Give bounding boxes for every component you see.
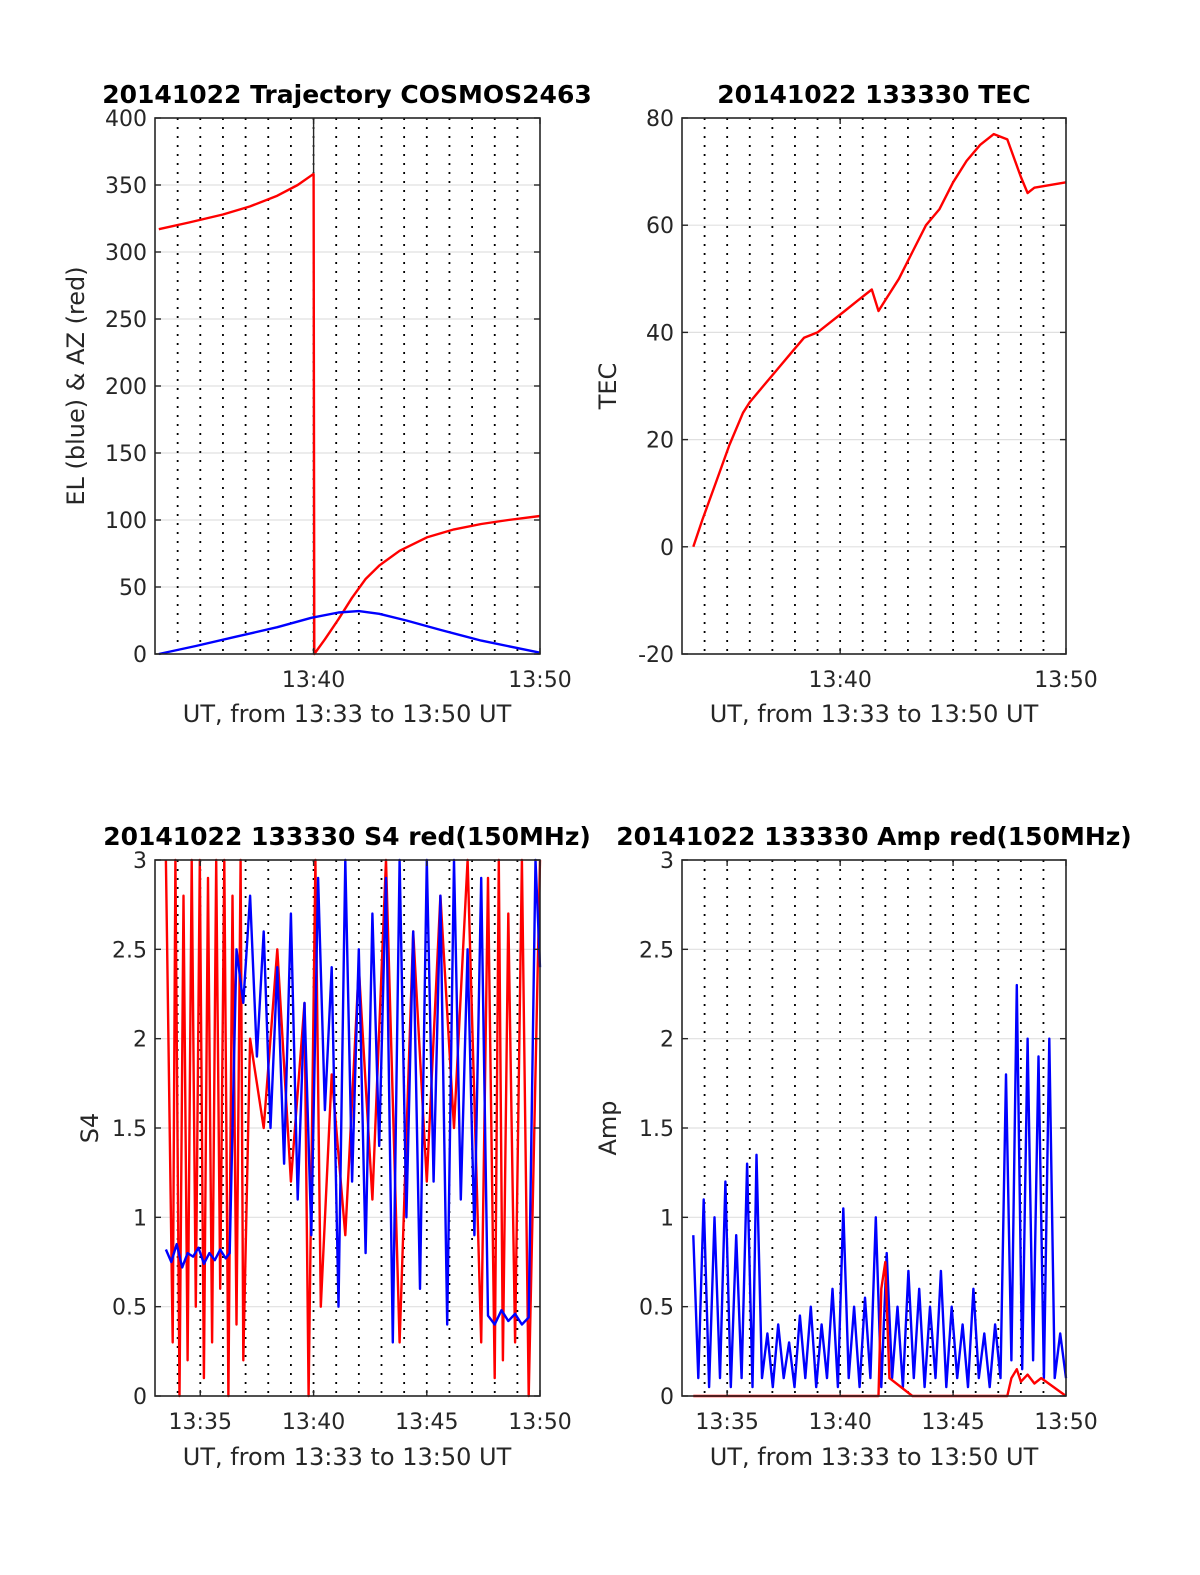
y-tick-label: 0: [660, 536, 674, 561]
y-axis-label: TEC: [594, 363, 622, 411]
y-axis-label: S4: [76, 1113, 104, 1144]
series-line-tec: [692, 132, 1067, 548]
x-tick-label: 13:45: [921, 1410, 984, 1435]
y-tick-label: 80: [646, 107, 674, 132]
y-tick-label: 40: [646, 321, 674, 346]
plot-area: [682, 118, 1066, 654]
x-tick-label: 13:50: [508, 1410, 571, 1435]
y-tick-label: -20: [638, 643, 674, 668]
series-line-az: [158, 173, 541, 656]
x-tick-label: 13:40: [282, 1410, 345, 1435]
x-tick-label: 13:50: [1034, 1410, 1097, 1435]
series-line-amp-400mhz: [692, 983, 1068, 1389]
y-tick-label: 0.5: [112, 1296, 147, 1321]
y-tick-label: 250: [105, 308, 147, 333]
y-tick-label: 2.5: [112, 938, 147, 963]
y-tick-label: 20: [646, 429, 674, 454]
chart-title: 20141022 Trajectory COSMOS2463: [102, 80, 592, 109]
axis-ticks: 0 0.5 1 1.5 2 2.5 3 13:35 13:40 13:45 13:50: [112, 849, 572, 1435]
x-axis-label: UT, from 13:33 to 13:50 UT: [710, 700, 1039, 728]
y-tick-label: 350: [105, 174, 147, 199]
y-tick-label: 100: [105, 509, 147, 534]
chart-tec: -20 0 20 40 60 80 13:40 13:50 20141022 133330 T…: [594, 80, 1098, 728]
chart-title: 20141022 133330 Amp red(150MHz): [616, 822, 1132, 851]
x-tick-label: 13:50: [508, 668, 571, 693]
y-tick-label: 3: [133, 849, 147, 874]
x-tick-label: 13:50: [1034, 668, 1097, 693]
chart-trajectory: 0 50 100 150 200 250 300 350 400 13:40 13:50 20141…: [62, 80, 592, 728]
series-line-el: [158, 609, 541, 656]
axis-ticks: -20 0 20 40 60 80 13:40 13:50: [638, 107, 1098, 693]
y-tick-label: 0.5: [639, 1296, 674, 1321]
y-tick-label: 2.5: [639, 938, 674, 963]
y-tick-label: 300: [105, 241, 147, 266]
axis-ticks: 0 0.5 1 1.5 2 2.5 3 13:35 13:40 13:45 13:50: [639, 849, 1098, 1435]
y-tick-label: 0: [133, 1385, 147, 1410]
y-tick-label: 1.5: [639, 1117, 674, 1142]
chart-amp: 0 0.5 1 1.5 2 2.5 3 13:35 13:40 13:45 13:50 201410…: [594, 822, 1132, 1471]
data-lines: [158, 173, 541, 656]
y-tick-label: 0: [660, 1385, 674, 1410]
axis-ticks: 0 50 100 150 200 250 300 350 400 13:40 13:50: [105, 107, 572, 693]
chart-title: 20141022 133330 TEC: [717, 80, 1030, 109]
x-tick-label: 13:35: [695, 1410, 758, 1435]
data-lines: [692, 132, 1067, 548]
x-tick-label: 13:45: [395, 1410, 458, 1435]
y-axis-label: EL (blue) & AZ (red): [62, 266, 90, 505]
x-axis-label: UT, from 13:33 to 13:50 UT: [183, 1443, 512, 1471]
chart-s4: 0 0.5 1 1.5 2 2.5 3 13:35 13:40 13:45 13:50 201410…: [76, 822, 591, 1471]
y-tick-label: 50: [119, 576, 147, 601]
y-tick-label: 3: [660, 849, 674, 874]
y-tick-label: 1: [133, 1206, 147, 1231]
chart-title: 20141022 133330 S4 red(150MHz): [103, 822, 591, 851]
y-tick-label: 1: [660, 1206, 674, 1231]
y-tick-label: 1.5: [112, 1117, 147, 1142]
y-tick-label: 200: [105, 375, 147, 400]
x-tick-label: 13:40: [282, 668, 345, 693]
x-axis-label: UT, from 13:33 to 13:50 UT: [183, 700, 512, 728]
y-tick-label: 2: [133, 1028, 147, 1053]
plot-frame: [681, 117, 1067, 655]
y-axis-label: Amp: [594, 1100, 622, 1155]
y-tick-label: 0: [133, 643, 147, 668]
y-tick-label: 2: [660, 1028, 674, 1053]
x-tick-label: 13:35: [169, 1410, 232, 1435]
x-tick-label: 13:40: [808, 668, 871, 693]
x-axis-label: UT, from 13:33 to 13:50 UT: [710, 1443, 1039, 1471]
y-tick-label: 60: [646, 214, 674, 239]
y-tick-label: 400: [105, 107, 147, 132]
x-tick-label: 13:40: [808, 1410, 871, 1435]
y-tick-label: 150: [105, 442, 147, 467]
